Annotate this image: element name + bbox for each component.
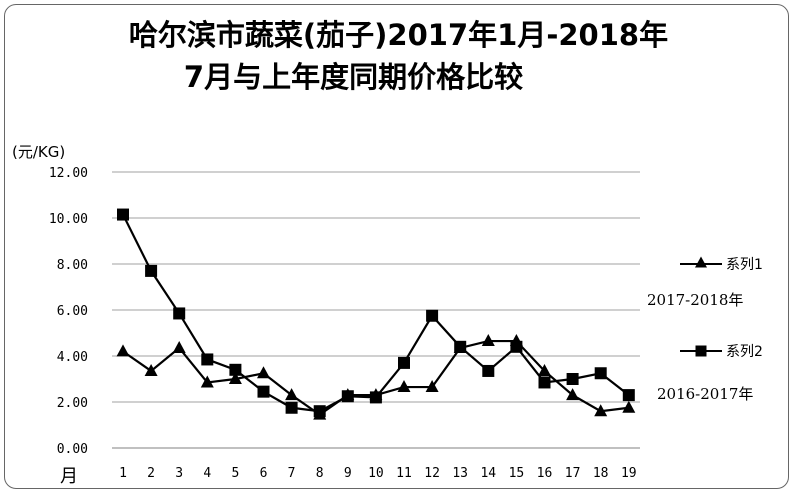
triangle-point xyxy=(200,375,214,388)
square-point xyxy=(229,363,242,376)
chart-title-line1: 哈尔滨市蔬菜(茄子)2017年1月-2018年 xyxy=(128,18,669,52)
triangle-point xyxy=(538,363,551,376)
square-point xyxy=(173,307,186,320)
square-marker-icon xyxy=(695,345,707,357)
x-tick-label: 12 xyxy=(424,466,440,481)
square-point xyxy=(566,373,579,385)
chart-frame xyxy=(4,4,789,489)
square-point xyxy=(201,353,214,366)
annotation-2017-2018: 2017-2018年 xyxy=(647,291,744,309)
square-point xyxy=(145,264,158,277)
square-point xyxy=(398,356,410,369)
x-axis-unit: 月 xyxy=(60,466,78,487)
x-tick-label: 4 xyxy=(203,466,211,481)
x-tick-label: 6 xyxy=(260,466,268,481)
legend-line xyxy=(680,256,722,268)
triangle-point xyxy=(594,404,608,417)
x-tick-label: 3 xyxy=(175,466,183,481)
y-tick-label: 2.00 xyxy=(57,396,88,411)
legend-label-series1: 系列1 xyxy=(726,257,763,273)
x-tick-label: 7 xyxy=(288,466,296,481)
y-tick-label: 8.00 xyxy=(57,258,88,273)
square-point xyxy=(454,340,467,353)
square-point xyxy=(285,401,298,414)
square-point xyxy=(482,364,495,377)
triangle-point xyxy=(397,380,411,393)
square-point xyxy=(369,391,382,404)
square-point xyxy=(341,390,354,403)
square-point xyxy=(313,405,326,418)
x-tick-label: 18 xyxy=(593,466,609,481)
x-tick-label: 13 xyxy=(452,466,468,481)
x-tick-label: 5 xyxy=(231,466,239,481)
triangle-marker-icon xyxy=(695,256,707,268)
legend-item-series1: 系列1 xyxy=(680,254,763,274)
square-point xyxy=(622,389,635,402)
x-tick-label: 2 xyxy=(147,466,155,481)
y-axis-unit: (元/KG) xyxy=(12,143,66,161)
square-point xyxy=(538,376,551,389)
x-tick-label: 10 xyxy=(368,466,384,481)
x-tick-label: 15 xyxy=(509,466,525,481)
square-point xyxy=(510,340,523,353)
series-line-1 xyxy=(122,339,629,416)
x-tick-label: 19 xyxy=(621,466,637,481)
triangle-point xyxy=(144,363,158,376)
x-tick-label: 11 xyxy=(396,466,412,481)
y-tick-label: 0.00 xyxy=(57,442,88,457)
y-tick-label: 6.00 xyxy=(57,304,88,319)
triangle-point xyxy=(285,388,299,401)
triangle-point xyxy=(622,400,636,413)
triangle-point xyxy=(228,372,242,384)
legend-line xyxy=(680,345,722,357)
chart-title-line2: 7月与上年度同期价格比较 xyxy=(183,60,524,94)
triangle-point xyxy=(481,334,495,347)
triangle-point xyxy=(425,380,439,393)
square-point xyxy=(117,208,129,221)
y-tick-label: 12.00 xyxy=(49,166,88,181)
x-tick-label: 17 xyxy=(565,466,581,481)
y-tick-label: 4.00 xyxy=(57,350,88,365)
triangle-point xyxy=(172,340,186,353)
series-line-2 xyxy=(122,214,630,413)
triangle-point xyxy=(116,344,130,357)
square-point xyxy=(257,385,270,398)
x-tick-label: 14 xyxy=(480,466,496,481)
y-tick-label: 10.00 xyxy=(49,212,88,227)
annotation-2016-2017: 2016-2017年 xyxy=(657,385,754,403)
triangle-point xyxy=(566,388,580,401)
square-point xyxy=(426,309,439,322)
x-tick-label: 9 xyxy=(344,466,352,481)
x-tick-label: 8 xyxy=(316,466,324,481)
legend-label-series2: 系列2 xyxy=(726,344,763,360)
legend-item-series2: 系列2 xyxy=(680,341,763,361)
triangle-point xyxy=(257,366,270,379)
square-point xyxy=(594,367,607,380)
x-tick-label: 1 xyxy=(119,466,127,481)
x-tick-label: 16 xyxy=(537,466,553,481)
